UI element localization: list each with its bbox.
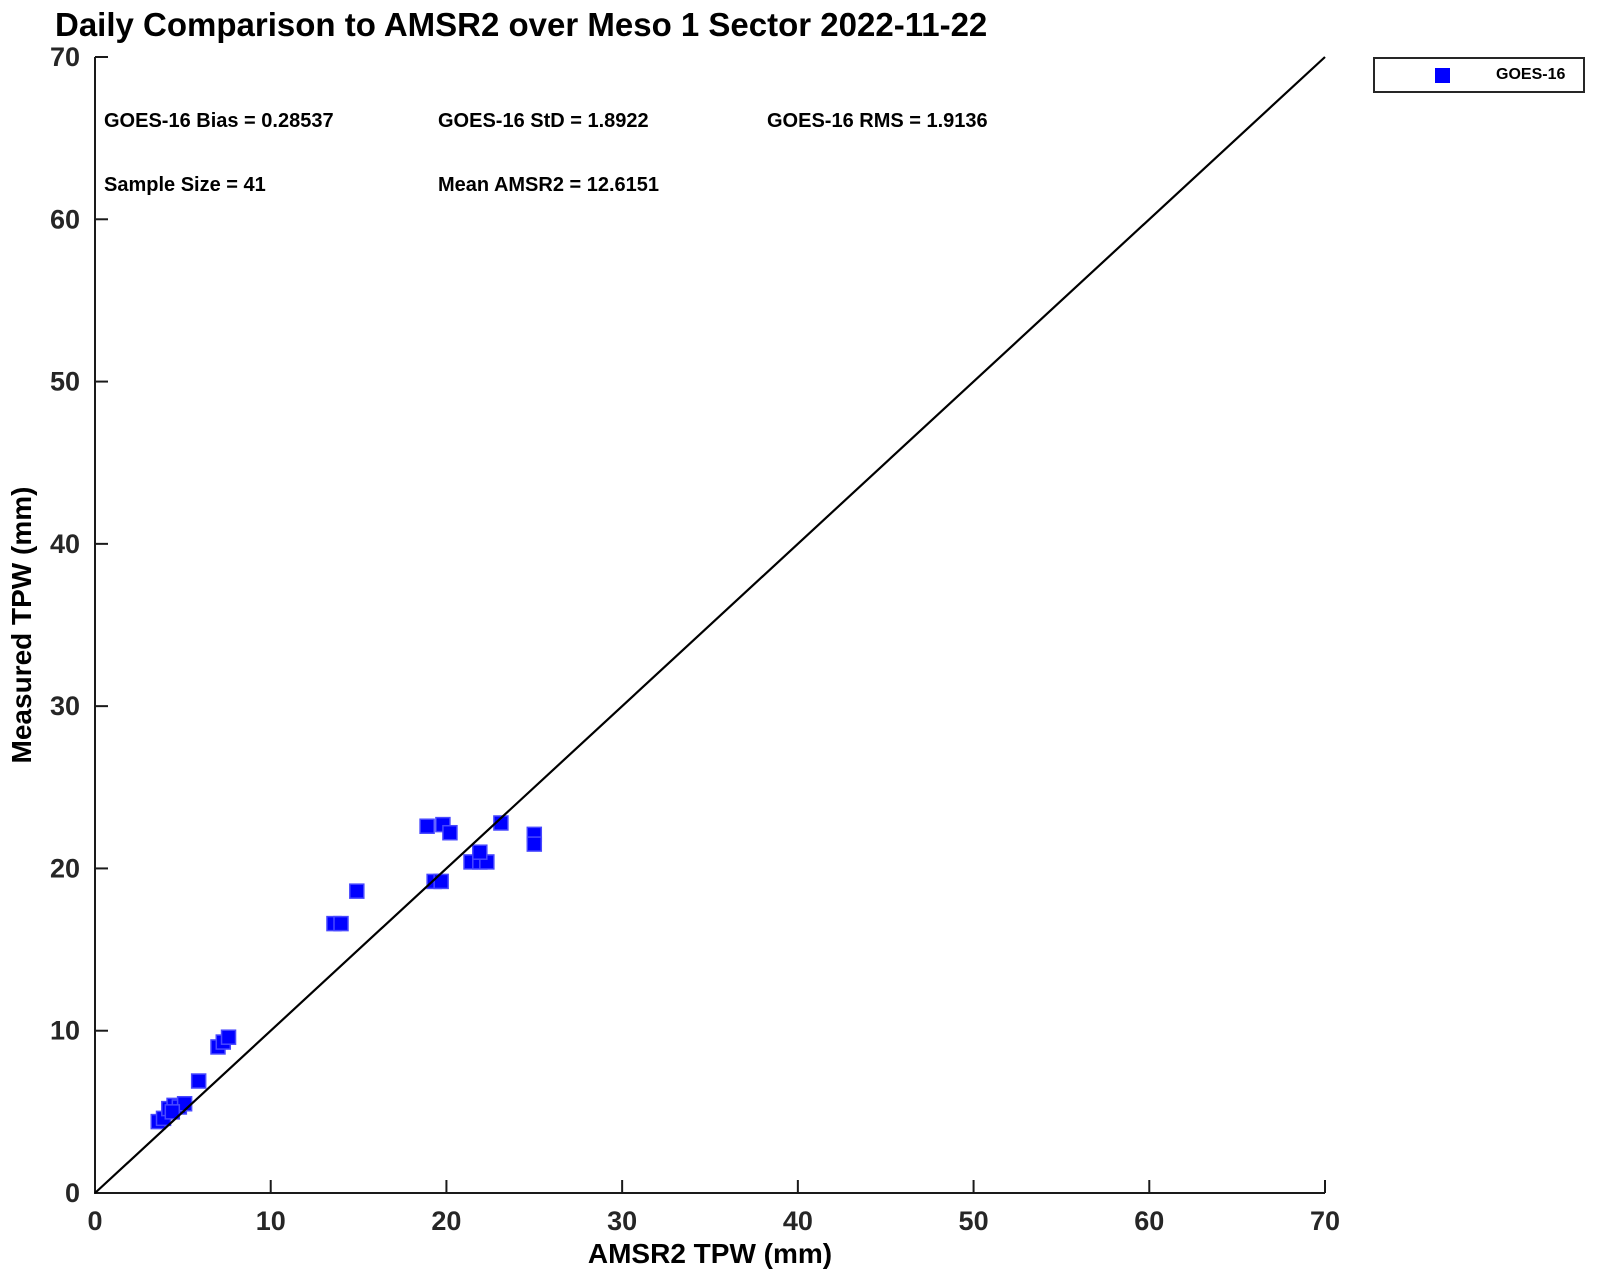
x-tick-label: 40 <box>783 1206 813 1236</box>
y-tick-label: 50 <box>50 367 80 397</box>
x-axis-label: AMSR2 TPW (mm) <box>587 1238 833 1269</box>
y-tick-label: 10 <box>50 1016 80 1046</box>
x-tick-label: 30 <box>607 1206 637 1236</box>
data-point <box>472 844 488 860</box>
x-tick-label: 0 <box>87 1206 102 1236</box>
y-tick-label: 20 <box>50 853 80 883</box>
y-tick-label: 60 <box>50 204 80 234</box>
data-point <box>349 883 365 899</box>
y-tick-label: 0 <box>65 1178 80 1208</box>
y-axis-label: Measured TPW (mm) <box>6 486 37 764</box>
stat-std: GOES-16 StD = 1.8922 <box>438 110 649 132</box>
x-tick-label: 60 <box>1134 1206 1164 1236</box>
stat-mean-amsr2: Mean AMSR2 = 12.6151 <box>438 174 660 196</box>
legend-marker-square-icon <box>1435 67 1450 83</box>
legend-label-goes16: GOES-16 <box>1496 66 1566 83</box>
y-tick-label: 30 <box>50 691 80 721</box>
data-point <box>442 824 458 841</box>
identity-line <box>94 56 1326 1194</box>
chart-title: Daily Comparison to AMSR2 over Meso 1 Se… <box>55 6 988 43</box>
data-point <box>220 1029 237 1045</box>
x-tick-label: 10 <box>256 1206 286 1236</box>
x-tick-label: 70 <box>1310 1206 1340 1236</box>
data-point <box>493 815 509 831</box>
stat-sample-size: Sample Size = 41 <box>104 174 266 196</box>
x-tick-label: 50 <box>959 1206 989 1236</box>
data-point <box>164 1104 181 1120</box>
y-tick-label: 40 <box>50 529 80 559</box>
data-point <box>190 1073 207 1089</box>
y-tick-label: 70 <box>50 42 80 72</box>
data-point <box>419 818 435 834</box>
x-tick-label: 20 <box>431 1206 461 1236</box>
data-point <box>526 836 543 852</box>
legend: GOES-16 <box>1373 57 1585 93</box>
data-point <box>333 915 349 932</box>
stat-rms: GOES-16 RMS = 1.9136 <box>767 110 988 132</box>
stat-bias: GOES-16 Bias = 0.28537 <box>104 110 334 132</box>
